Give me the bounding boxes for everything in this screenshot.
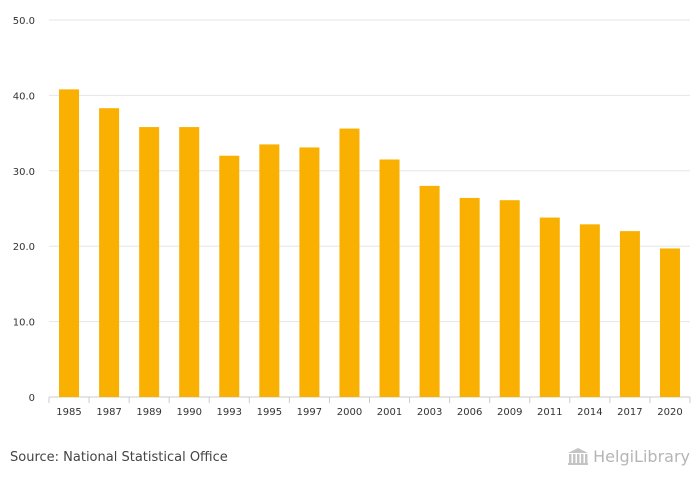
x-axis: 1985 1987 1989 1990 1993 1995 1997 2000 2001 2003… [48,397,691,418]
bar [419,185,440,397]
x-tick-label: 1989 [136,407,161,418]
bar [59,89,80,398]
y-tick-label: 10.0 [13,318,35,329]
x-tick-label: 2000 [337,407,362,418]
bar [139,127,160,398]
bar [619,231,640,397]
y-tick-label: 50.0 [13,16,35,27]
x-tick-label: 2017 [617,407,642,418]
bars [59,89,680,398]
x-tick-label: 2003 [417,407,442,418]
bar [579,224,600,397]
x-tick-label: 2014 [577,407,602,418]
bar [339,128,360,398]
bar-chart: 010.020.030.040.050.0 1985 1987 1989 1990 19… [13,16,691,418]
y-axis: 0 10.0 20.0 30.0 40.0 50.0 [13,16,35,404]
bar [659,248,680,397]
x-tick-label: 2006 [457,407,482,418]
bar [459,197,480,397]
x-tick-label: 2011 [537,407,562,418]
x-tick-label: 1997 [297,407,322,418]
helgi-library-logo: HelgiLibrary [567,447,690,466]
x-tick-label: 1987 [96,407,121,418]
x-tick-label: 2001 [377,407,402,418]
y-tick-label: 40.0 [13,91,35,102]
bar [539,217,560,397]
y-tick-label: 0 [29,393,35,404]
x-tick-label: 1995 [257,407,282,418]
x-tick-label: 2020 [657,407,682,418]
bar [379,159,400,397]
y-tick-label: 20.0 [13,242,35,253]
bar [219,155,240,397]
bar [99,108,120,397]
x-tick-label: 2009 [497,407,522,418]
library-columns-icon [568,447,589,465]
x-tick-label: 1985 [56,407,81,418]
x-tick-label: 1993 [217,407,242,418]
bar [499,200,520,397]
x-tick-label: 1990 [176,407,201,418]
logo-text: HelgiLibrary [593,447,690,466]
bar [259,144,280,397]
source-note: Source: National Statistical Office [10,450,228,465]
bar [179,127,200,398]
bar [299,147,320,397]
y-tick-label: 30.0 [13,167,35,178]
